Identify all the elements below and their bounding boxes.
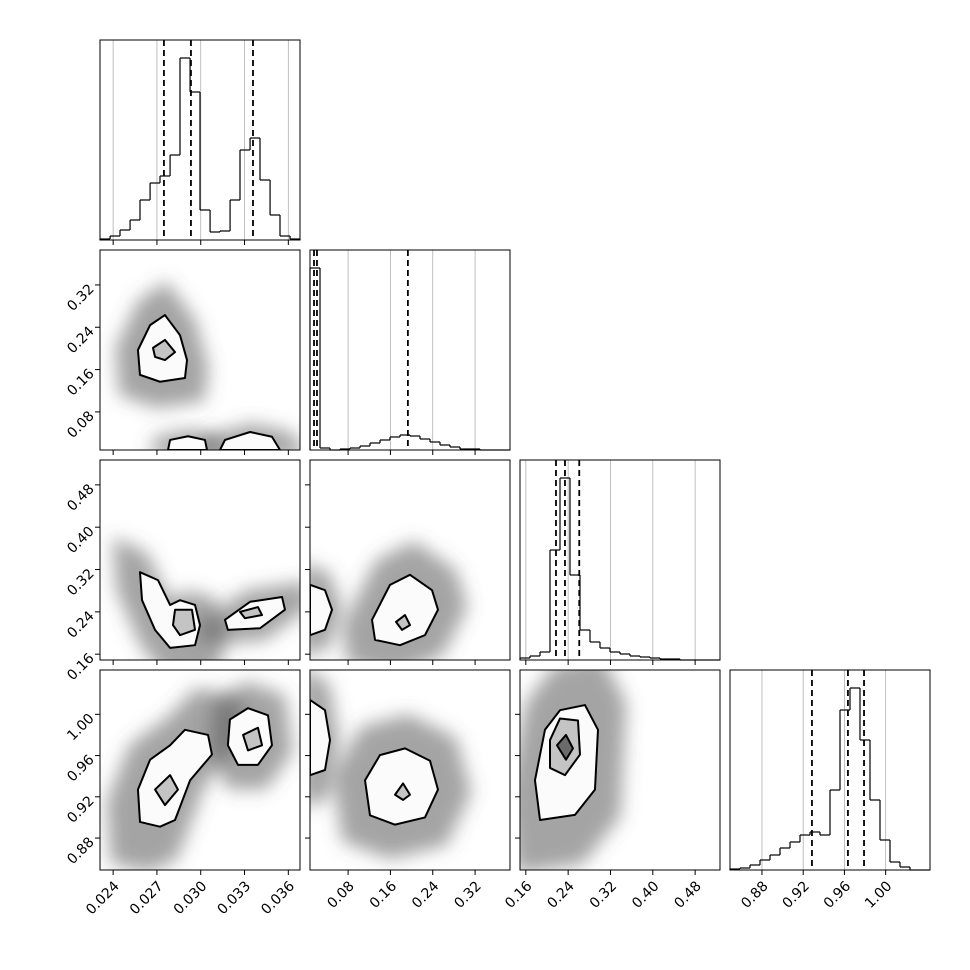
contour <box>171 608 197 637</box>
panel <box>310 670 472 860</box>
y-tick-label: 0.96 <box>64 752 97 785</box>
x-tick-label: 1.00 <box>862 878 895 911</box>
panel-frame <box>99 249 301 451</box>
y-tick-label: 0.24 <box>64 608 97 641</box>
contour <box>394 782 411 801</box>
x-tick-label: 0.48 <box>671 878 704 911</box>
x-tick-label: 0.24 <box>544 878 577 911</box>
panel-frame <box>309 249 511 451</box>
x-tick-label: 0.036 <box>258 878 298 918</box>
x-tick-label: 0.16 <box>502 878 535 911</box>
x-tick-label: 0.027 <box>127 878 167 918</box>
y-tick-label: 0.16 <box>64 366 97 399</box>
x-tick-label: 0.32 <box>451 878 484 911</box>
contour <box>555 733 574 761</box>
contour <box>242 726 264 752</box>
x-tick-label: 0.16 <box>367 878 400 911</box>
y-tick-label: 0.16 <box>64 650 97 683</box>
y-tick-label: 1.00 <box>64 711 97 744</box>
y-tick-label: 0.48 <box>64 481 97 514</box>
x-tick-label: 0.40 <box>629 878 662 911</box>
x-tick-label: 0.033 <box>215 878 255 918</box>
panel <box>112 537 300 660</box>
contour <box>239 606 264 620</box>
x-tick-label: 0.030 <box>171 878 211 918</box>
panel-frame <box>309 459 511 661</box>
contour <box>219 431 281 450</box>
contour <box>394 614 411 631</box>
x-tick-label: 0.96 <box>821 878 854 911</box>
x-tick-label: 0.32 <box>587 878 620 911</box>
contour <box>151 338 177 362</box>
panel-frame <box>99 459 301 661</box>
y-tick-label: 0.40 <box>64 524 97 557</box>
panel <box>310 540 468 660</box>
panel <box>520 670 627 870</box>
y-tick-label: 0.32 <box>64 281 97 314</box>
panel <box>106 681 293 870</box>
panel <box>115 281 300 450</box>
y-tick-label: 0.24 <box>64 324 97 357</box>
contour <box>310 698 331 777</box>
contour <box>136 728 213 828</box>
panel-frame <box>99 39 301 241</box>
y-tick-label: 0.92 <box>64 793 97 826</box>
x-tick-label: 0.08 <box>324 878 357 911</box>
y-tick-label: 0.88 <box>64 834 97 867</box>
x-tick-label: 0.24 <box>409 878 442 911</box>
contour <box>371 573 439 647</box>
panel-frame <box>519 669 721 871</box>
y-tick-label: 0.32 <box>64 566 97 599</box>
contour <box>167 435 209 450</box>
panel-frame <box>309 669 511 871</box>
contour <box>310 583 334 637</box>
panel-frame <box>519 459 721 661</box>
panel-frame <box>99 669 301 871</box>
panel-frame <box>729 669 931 871</box>
x-tick-label: 0.024 <box>83 878 123 918</box>
x-tick-label: 0.92 <box>779 878 812 911</box>
x-tick-label: 0.88 <box>738 878 771 911</box>
y-tick-label: 0.08 <box>64 408 97 441</box>
contour <box>154 774 179 807</box>
